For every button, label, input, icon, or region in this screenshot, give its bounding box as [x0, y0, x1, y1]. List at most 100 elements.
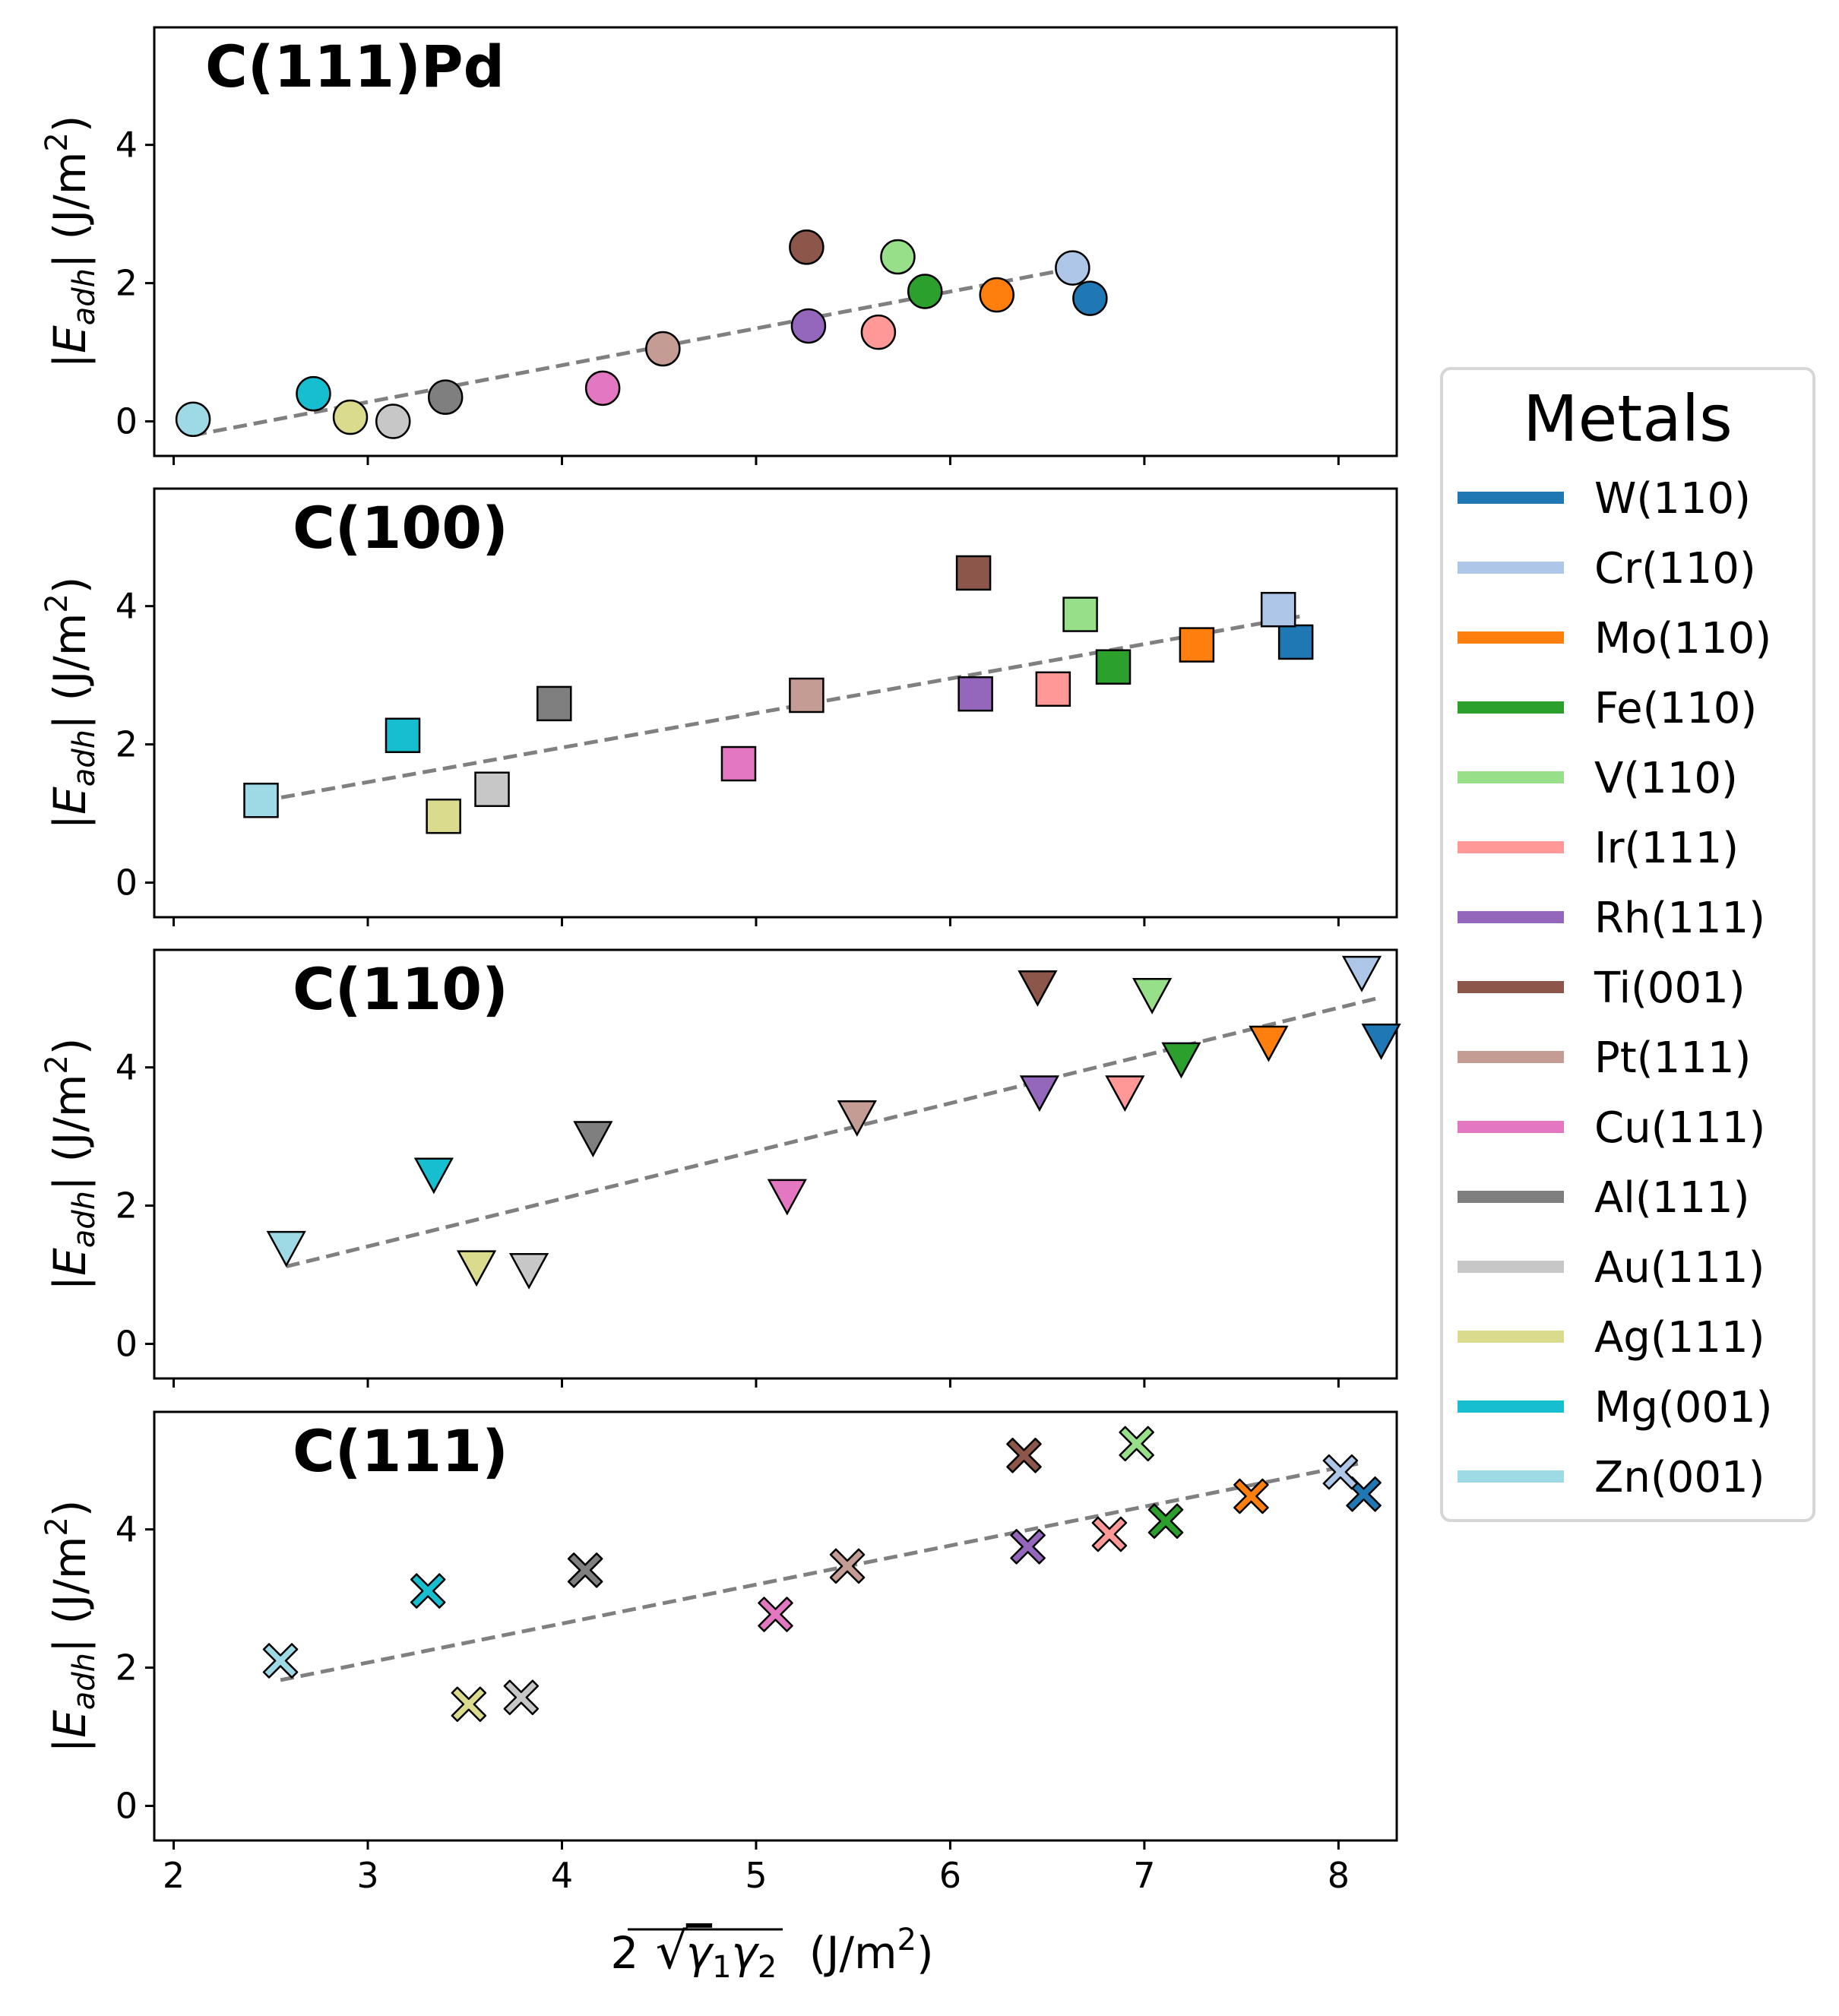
data-point-mg001: [296, 375, 331, 412]
legend-entry-label: Ti(001): [1594, 964, 1746, 1013]
data-point-w110: [1361, 1024, 1401, 1060]
data-point-fe110: [1161, 1042, 1201, 1079]
data-point-ag111: [332, 399, 369, 435]
plot-frame: [153, 26, 1398, 457]
legend-entry-label: Mo(110): [1594, 614, 1771, 663]
legend-entries: W(110) Cr(110) Mo(110) Fe(110) V(110) Ir(111)…: [1458, 474, 1772, 1502]
legend-entry-label: Cu(111): [1594, 1103, 1765, 1153]
data-point-au111: [474, 771, 510, 807]
y-tick-label: 2: [116, 1185, 138, 1226]
data-point-ag111: [426, 798, 461, 834]
legend: Metals W(110) Cr(110) Mo(110) Fe(110) V(110)…: [1440, 367, 1815, 1522]
x-tick-label: 5: [745, 1855, 767, 1896]
y-axis-label: |Eadh|(J/m2): [40, 1500, 102, 1753]
data-point-pt111: [645, 331, 681, 367]
data-point-mo110: [1249, 1025, 1289, 1062]
data-point-ir111: [1105, 1075, 1145, 1112]
data-point-mg001: [385, 717, 421, 754]
data-point-al111: [427, 379, 464, 415]
data-point-w110: [1277, 624, 1314, 660]
y-tick-label: 2: [116, 263, 138, 304]
data-point-v110: [1132, 977, 1173, 1014]
data-point-cr110: [1260, 591, 1296, 628]
data-point-zn001: [262, 1643, 299, 1679]
data-point-al111: [567, 1552, 603, 1588]
y-tick-label: 2: [116, 724, 138, 765]
legend-frame: [1440, 367, 1815, 1522]
legend-entry-label: Rh(111): [1594, 894, 1765, 943]
legend-entry-label: V(110): [1594, 754, 1738, 803]
data-point-ir111: [860, 314, 897, 350]
data-point-au111: [503, 1679, 540, 1715]
x-tick-label: 2: [163, 1855, 185, 1896]
y-tick-label: 0: [116, 1786, 138, 1827]
data-point-ir111: [1035, 671, 1071, 707]
data-point-fe110: [907, 274, 943, 309]
data-point-v110: [1062, 597, 1098, 632]
data-point-mo110: [1179, 627, 1215, 663]
x-tick-label: 7: [1133, 1855, 1155, 1896]
panel-3: 0 2 4 |Eadh|(J/m2) C(110): [40, 948, 1401, 1388]
panels: 024|Eadh|(J/m2)C(111)Pd024|Eadh|(J/m2)C(…: [40, 26, 1401, 1896]
y-axis-label: |Eadh|(J/m2): [40, 1038, 102, 1291]
y-tick-label: 0: [116, 1324, 138, 1365]
panel-title: C(111)Pd: [205, 33, 505, 100]
data-point-pt111: [789, 677, 825, 714]
data-point-cr110: [1322, 1454, 1359, 1490]
data-point-cr110: [1055, 250, 1090, 286]
data-point-au111: [375, 404, 411, 439]
legend-entry-label: Cr(110): [1594, 544, 1756, 593]
plot-frame: [153, 948, 1398, 1380]
y-tick-label: 4: [116, 586, 138, 627]
fit-line: [280, 1461, 1359, 1682]
plot-frame: [153, 487, 1398, 919]
panel-title: C(100): [293, 494, 508, 562]
data-point-ti001: [1018, 970, 1058, 1007]
legend-entry-label: W(110): [1594, 474, 1751, 524]
x-tick-label: 8: [1328, 1855, 1350, 1896]
data-point-v110: [880, 239, 916, 275]
data-point-v110: [1119, 1426, 1154, 1462]
data-point-al111: [573, 1121, 613, 1158]
y-tick-label: 4: [116, 125, 138, 166]
y-tick-label: 2: [116, 1647, 138, 1688]
data-point-mg001: [410, 1573, 446, 1609]
legend-entry-label: Zn(001): [1594, 1453, 1765, 1502]
data-point-rh111: [1010, 1529, 1046, 1565]
panel-2: 0 2 4 |Eadh|(J/m2) C(100): [40, 487, 1398, 926]
data-point-al111: [537, 685, 572, 722]
y-tick-label: 4: [116, 1509, 138, 1550]
data-point-au111: [508, 1253, 549, 1290]
data-point-zn001: [243, 783, 279, 818]
data-point-pt111: [829, 1548, 866, 1584]
data-point-ti001: [955, 555, 992, 591]
panel-title: C(111): [293, 1417, 508, 1485]
y-tick-label: 4: [116, 1047, 138, 1088]
data-point-mg001: [413, 1157, 454, 1195]
y-axis-label: |Eadh|(J/m2): [40, 577, 102, 830]
data-point-fe110: [1147, 1503, 1184, 1539]
panel-title: C(110): [293, 955, 508, 1023]
legend-entry-label: Au(111): [1594, 1243, 1765, 1293]
panel-1: 0 2 4 |Eadh|(J/m2) C(111)Pd: [40, 26, 1398, 465]
data-point-pt111: [837, 1100, 877, 1137]
y-axis-label: |Eadh|(J/m2): [40, 116, 102, 369]
fit-line: [261, 614, 1300, 803]
data-point-cr110: [1341, 955, 1382, 992]
data-point-rh111: [957, 676, 993, 712]
data-point-rh111: [1019, 1075, 1060, 1112]
data-point-fe110: [1095, 649, 1132, 685]
legend-entry-label: Ag(111): [1594, 1313, 1765, 1362]
legend-entry-label: Pt(111): [1594, 1033, 1751, 1083]
x-tick-label: 3: [356, 1855, 378, 1896]
data-point-cu111: [720, 745, 757, 782]
x-axis-label: 2 √γ1γ2 (J/m2): [610, 1922, 933, 1988]
legend-entry-label: Al(111): [1594, 1173, 1749, 1223]
data-point-ti001: [789, 229, 825, 265]
data-point-mo110: [979, 277, 1014, 313]
data-point-cu111: [758, 1597, 793, 1632]
x-tick-label: 4: [551, 1855, 573, 1896]
data-point-ti001: [1006, 1438, 1042, 1473]
data-point-mo110: [1233, 1478, 1269, 1514]
